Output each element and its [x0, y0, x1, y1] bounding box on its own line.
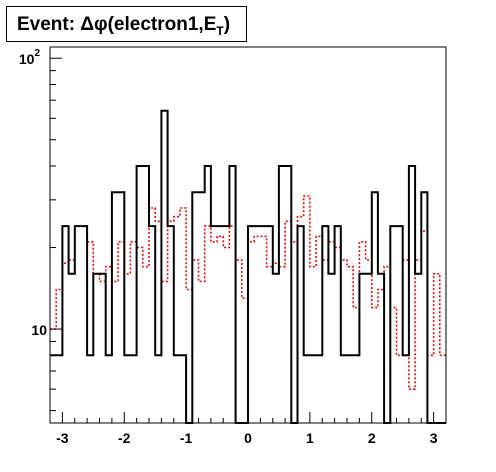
chart-title: Event: Δφ(electron1,ET)	[17, 14, 230, 38]
x-tick-label: 1	[306, 430, 314, 446]
title-box: Event: Δφ(electron1,ET)	[6, 6, 247, 42]
axis-layer: -3 -2 -1 0 1 2 3 10 102	[19, 48, 447, 446]
x-tick-label: -2	[118, 430, 131, 446]
x-tick-label: 0	[244, 430, 252, 446]
chart-title-suffix: )	[223, 14, 231, 35]
series-layer	[50, 109, 446, 424]
x-tick-label: 2	[368, 430, 376, 446]
x-tick-label: 3	[430, 430, 438, 446]
chart-title-prefix: Event:	[17, 14, 81, 35]
y-tick-label: 10	[31, 322, 47, 338]
y-tick-label: 102	[19, 48, 41, 67]
x-tick-label: -1	[180, 430, 193, 446]
chart-title-subscript: T	[216, 23, 224, 38]
x-tick-label: -3	[56, 430, 69, 446]
chart-title-main: Δφ(electron1,E	[80, 14, 217, 35]
